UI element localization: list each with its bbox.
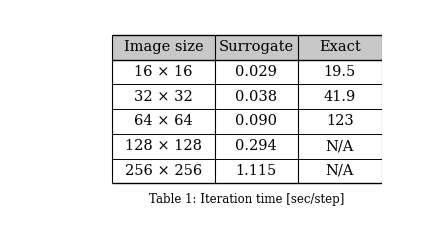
Text: 1.115: 1.115: [236, 164, 277, 178]
Text: 32 × 32: 32 × 32: [134, 90, 193, 104]
Text: 0.029: 0.029: [235, 65, 277, 79]
Text: 16 × 16: 16 × 16: [134, 65, 192, 79]
Text: 123: 123: [326, 114, 354, 129]
Text: 0.038: 0.038: [235, 90, 277, 104]
Text: Surrogate: Surrogate: [219, 40, 294, 54]
Text: 128 × 128: 128 × 128: [125, 139, 202, 153]
Text: Table 1: Iteration time [sec/step]: Table 1: Iteration time [sec/step]: [149, 193, 345, 206]
Text: Exact: Exact: [319, 40, 361, 54]
Text: 0.294: 0.294: [235, 139, 277, 153]
Text: 41.9: 41.9: [324, 90, 356, 104]
Text: N/A: N/A: [326, 164, 354, 178]
Text: 0.090: 0.090: [235, 114, 277, 129]
Text: Image size: Image size: [123, 40, 203, 54]
Text: N/A: N/A: [326, 139, 354, 153]
Text: 64 × 64: 64 × 64: [134, 114, 193, 129]
Text: 256 × 256: 256 × 256: [125, 164, 202, 178]
Text: 19.5: 19.5: [324, 65, 356, 79]
